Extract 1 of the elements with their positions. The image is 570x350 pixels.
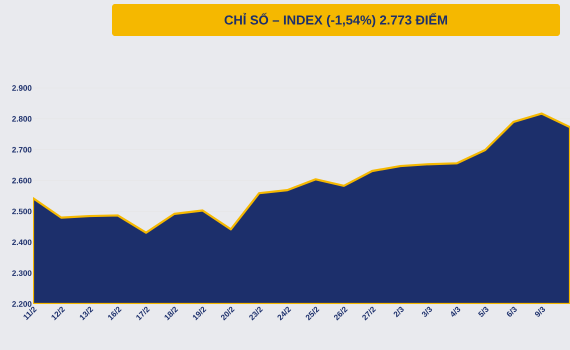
chart-title: CHỈ SỐ – INDEX (-1,54%) 2.773 ĐIỂM bbox=[224, 12, 448, 28]
